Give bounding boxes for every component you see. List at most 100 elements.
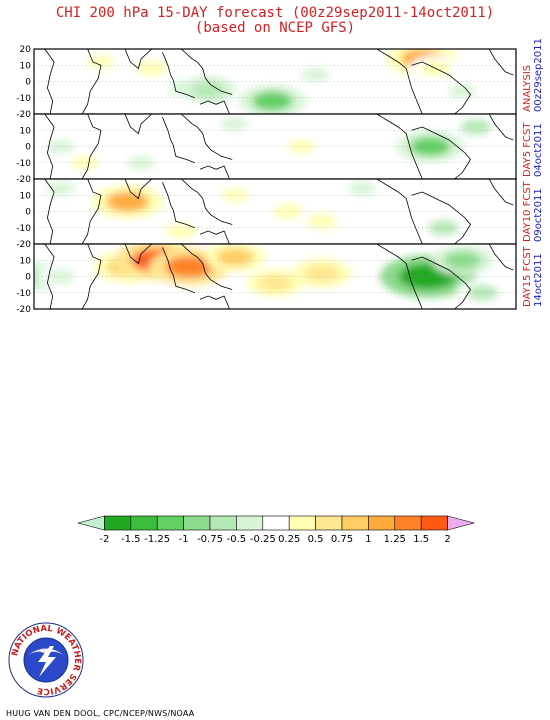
anomaly-core <box>47 269 75 284</box>
panel-frame <box>33 243 517 310</box>
coastline <box>181 114 233 160</box>
anomaly-core <box>127 155 155 170</box>
panel-date-label: 09oct2011 <box>533 188 544 242</box>
panels-area: 20 10 0 -10 -20 ANALYSIS 00z29sep2011 10 0 -10 -20… <box>16 38 544 315</box>
legend-level-label: -0.25 <box>250 534 276 545</box>
coastline <box>411 191 471 244</box>
coastline <box>488 114 514 141</box>
coastline <box>199 165 230 179</box>
y-tick-label: -20 <box>16 240 31 250</box>
y-tick-label: 10 <box>20 191 32 201</box>
coastline <box>44 49 55 114</box>
y-tick-label: -20 <box>16 110 31 120</box>
panel-date-label: 14oct2011 <box>533 253 544 307</box>
anomaly-core <box>47 181 75 196</box>
legend-swatch <box>183 515 211 531</box>
legend-level-label: -1 <box>179 534 189 545</box>
chart-subtitle: (based on NCEP GFS) <box>194 20 356 36</box>
legend-swatch <box>420 515 448 531</box>
legend-swatch <box>130 515 158 531</box>
y-tick-label: -10 <box>16 94 31 104</box>
legend-swatch <box>156 515 184 531</box>
anomaly-core <box>47 139 75 154</box>
legend-swatch <box>288 515 316 531</box>
legend-level-label: 0.5 <box>308 534 324 545</box>
coastline <box>488 49 514 76</box>
legend-level-label: 0.75 <box>331 534 353 545</box>
coastline <box>81 244 102 309</box>
coastline <box>376 244 423 309</box>
panel-date-label: 04oct2011 <box>533 123 544 177</box>
anomaly-core <box>165 255 214 278</box>
coastline <box>411 126 471 179</box>
legend-level-label: 1 <box>365 534 371 545</box>
legend-level-label: 1.5 <box>413 534 429 545</box>
anomaly-core <box>348 181 376 196</box>
legend-level-label: 1.25 <box>384 534 406 545</box>
coastline <box>181 244 233 290</box>
anomaly-core <box>251 91 293 111</box>
coastline <box>181 179 233 225</box>
anomaly-core <box>448 84 477 99</box>
coastline <box>44 114 55 179</box>
legend-swatch <box>394 515 422 531</box>
map-panel: 10 0 -10 -20 DAY5 FCST 04oct2011 <box>16 113 544 185</box>
panel-label: DAY5 FCST <box>522 122 533 177</box>
coastline <box>124 244 153 265</box>
coastline <box>199 295 230 309</box>
coastline <box>199 100 230 114</box>
legend-level-label: 2 <box>444 534 450 545</box>
y-tick-label: 20 <box>20 45 32 55</box>
y-tick-label: 0 <box>25 143 31 153</box>
y-tick-label: 10 <box>20 61 32 71</box>
anomaly-core <box>306 213 338 230</box>
panel-label: DAY15 FCST <box>522 245 533 307</box>
legend-level-label: -0.5 <box>227 534 247 545</box>
anomaly-core <box>191 81 225 98</box>
anomaly-core <box>221 116 249 131</box>
legend-level-label: -1.25 <box>144 534 170 545</box>
panel-label: DAY10 FCST <box>522 180 533 242</box>
y-tick-label: -10 <box>16 159 31 169</box>
legend-swatch <box>236 515 264 531</box>
anomaly-core <box>428 219 460 236</box>
coastline <box>376 114 423 179</box>
panel-label: ANALYSIS <box>522 65 533 112</box>
coastline <box>44 244 55 309</box>
map-panel: 10 0 -10 -20 DAY10 FCST 09oct2011 <box>16 178 544 250</box>
panel-date-label: 00z29sep2011 <box>533 38 544 112</box>
credit-text: HUUG VAN DEN DOOL, CPC/NCEP/NWS/NOAA <box>6 709 195 718</box>
anomaly-core <box>136 60 168 77</box>
map-panel: 20 10 0 -10 -20 ANALYSIS 00z29sep2011 <box>16 38 544 120</box>
anomaly-core <box>304 264 340 282</box>
coastline <box>376 179 423 244</box>
coastline <box>162 182 195 229</box>
anomaly-core <box>258 274 292 292</box>
legend-swatch <box>447 515 476 531</box>
coastline <box>488 244 514 271</box>
y-tick-label: -20 <box>16 305 31 315</box>
coastline <box>411 256 471 309</box>
legend-level-label: 0.25 <box>278 534 300 545</box>
coastline <box>488 179 514 206</box>
coastline <box>162 117 195 164</box>
legend-swatch <box>76 515 105 531</box>
coastline <box>124 114 153 135</box>
chart-title: CHI 200 hPa 15-DAY forecast (00z29sep201… <box>55 5 495 21</box>
coastline <box>81 114 102 179</box>
anomaly-core <box>288 139 316 154</box>
anomaly-core <box>216 248 254 266</box>
anomaly-core <box>71 155 99 170</box>
legend-level-label: -1.5 <box>121 534 141 545</box>
legend-swatch <box>262 515 290 531</box>
anomaly-core <box>272 203 304 220</box>
anomaly-core <box>301 67 329 83</box>
coastline <box>44 179 55 244</box>
coastline <box>181 49 233 95</box>
legend-swatch <box>341 515 369 531</box>
coastline <box>124 49 153 70</box>
y-tick-label: 10 <box>20 126 32 136</box>
map-panel: 10 0 -10 -20 DAY15 FCST 14oct2011 <box>16 243 544 315</box>
coastline <box>199 230 230 244</box>
